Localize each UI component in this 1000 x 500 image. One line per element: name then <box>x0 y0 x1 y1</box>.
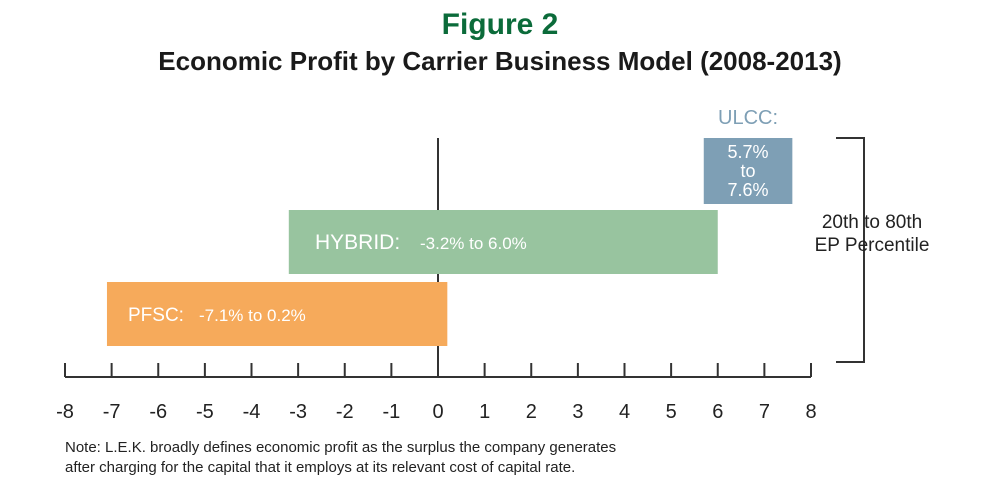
x-tick-label: 4 <box>619 401 630 423</box>
x-tick-label: 5 <box>666 401 677 423</box>
bar-hybrid <box>288 210 718 274</box>
footnote-line-2: after charging for the capital that it e… <box>65 459 576 476</box>
x-tick-label: -8 <box>56 401 74 423</box>
x-axis: -8 -7 -6 -5 -4 -3 -2 -1 0 1 2 3 4 5 6 7 8 <box>56 138 817 423</box>
x-tick-label: -2 <box>336 401 354 423</box>
x-tick-label: -6 <box>149 401 167 423</box>
footnote: Note: L.E.K. broadly defines economic pr… <box>65 438 785 478</box>
bar-range-ulcc-line: to <box>741 161 756 181</box>
x-tick-label: -3 <box>289 401 307 423</box>
x-tick-label: 6 <box>712 401 723 423</box>
x-tick-label: -4 <box>243 401 261 423</box>
bar-range-hybrid: -3.2% to 6.0% <box>420 234 527 253</box>
chart-title: Economic Profit by Carrier Business Mode… <box>158 46 842 76</box>
bracket-line <box>836 137 865 363</box>
bar-ulcc <box>703 138 793 204</box>
x-tick-label: -5 <box>196 401 214 423</box>
bar-range-ulcc-line: 5.7% <box>728 142 769 162</box>
bar-label-hybrid: HYBRID: <box>315 231 400 254</box>
bar-pfsc <box>106 282 448 346</box>
x-tick-label: 7 <box>759 401 770 423</box>
x-tick-label: -7 <box>103 401 121 423</box>
bracket-label-line-2: EP Percentile <box>815 235 930 256</box>
bars: ULCC: 5.7%to7.6% HYBRID: -3.2% to 6.0% PFSC:… <box>106 107 793 346</box>
bracket-label-line-1: 20th to 80th <box>822 212 922 233</box>
x-tick-label: 0 <box>432 401 443 423</box>
x-tick-label: -1 <box>382 401 400 423</box>
x-tick-label: 3 <box>572 401 583 423</box>
x-tick-label: 2 <box>526 401 537 423</box>
bar-range-ulcc-line: 7.6% <box>728 180 769 200</box>
figure-label: Figure 2 <box>441 8 559 41</box>
bar-range-pfsc: -7.1% to 0.2% <box>199 306 306 325</box>
bar-label-ulcc: ULCC: <box>718 107 778 129</box>
x-tick-label: 8 <box>805 401 816 423</box>
bar-label-pfsc: PFSC: <box>128 305 184 326</box>
footnote-line-1: Note: L.E.K. broadly defines economic pr… <box>65 439 617 456</box>
x-tick-label: 1 <box>479 401 490 423</box>
